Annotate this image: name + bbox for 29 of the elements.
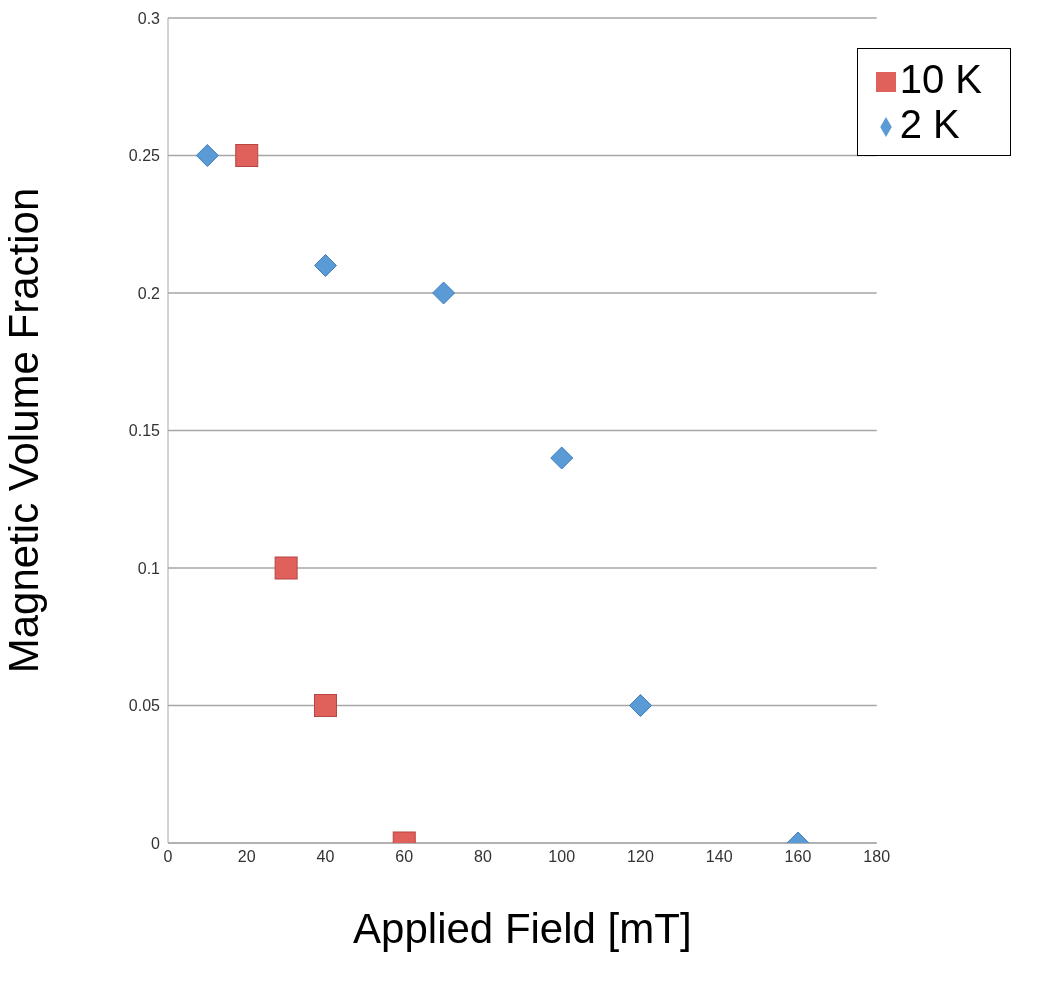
point xyxy=(432,281,456,305)
y-tick-label: 0.25 xyxy=(128,147,161,165)
x-tick-label: 160 xyxy=(784,848,812,866)
point xyxy=(313,694,337,717)
legend-label: 10 K xyxy=(899,57,982,101)
y-tick-label: 0.15 xyxy=(128,422,161,440)
x-tick-label: 120 xyxy=(627,848,654,866)
y-tick-label: 0.1 xyxy=(137,559,161,577)
x-tick-label: 80 xyxy=(474,848,492,866)
point xyxy=(274,556,298,580)
x-tick-label: 180 xyxy=(863,848,891,866)
x-tick-label: 0 xyxy=(163,848,173,866)
y-tick-label: 0.05 xyxy=(128,697,161,715)
legend-label: 2 K xyxy=(899,102,960,146)
y-tick-label: 0.3 xyxy=(137,9,161,27)
x-tick-label: 40 xyxy=(316,848,335,866)
x-tick-label: 60 xyxy=(395,848,414,866)
x-tick-label: 100 xyxy=(548,848,576,866)
point xyxy=(313,254,337,277)
point xyxy=(235,144,259,167)
x-tick-label: 140 xyxy=(705,848,733,866)
y-tick-label: 0.2 xyxy=(137,284,161,302)
point xyxy=(195,144,219,167)
y-axis-title: Magnetic Volume Fraction xyxy=(0,187,47,674)
point xyxy=(550,446,574,470)
x-tick-label: 20 xyxy=(237,848,256,866)
point xyxy=(628,694,652,717)
y-tick-label: 0 xyxy=(151,834,161,852)
x-axis-title: Applied Field [mT] xyxy=(353,905,692,952)
